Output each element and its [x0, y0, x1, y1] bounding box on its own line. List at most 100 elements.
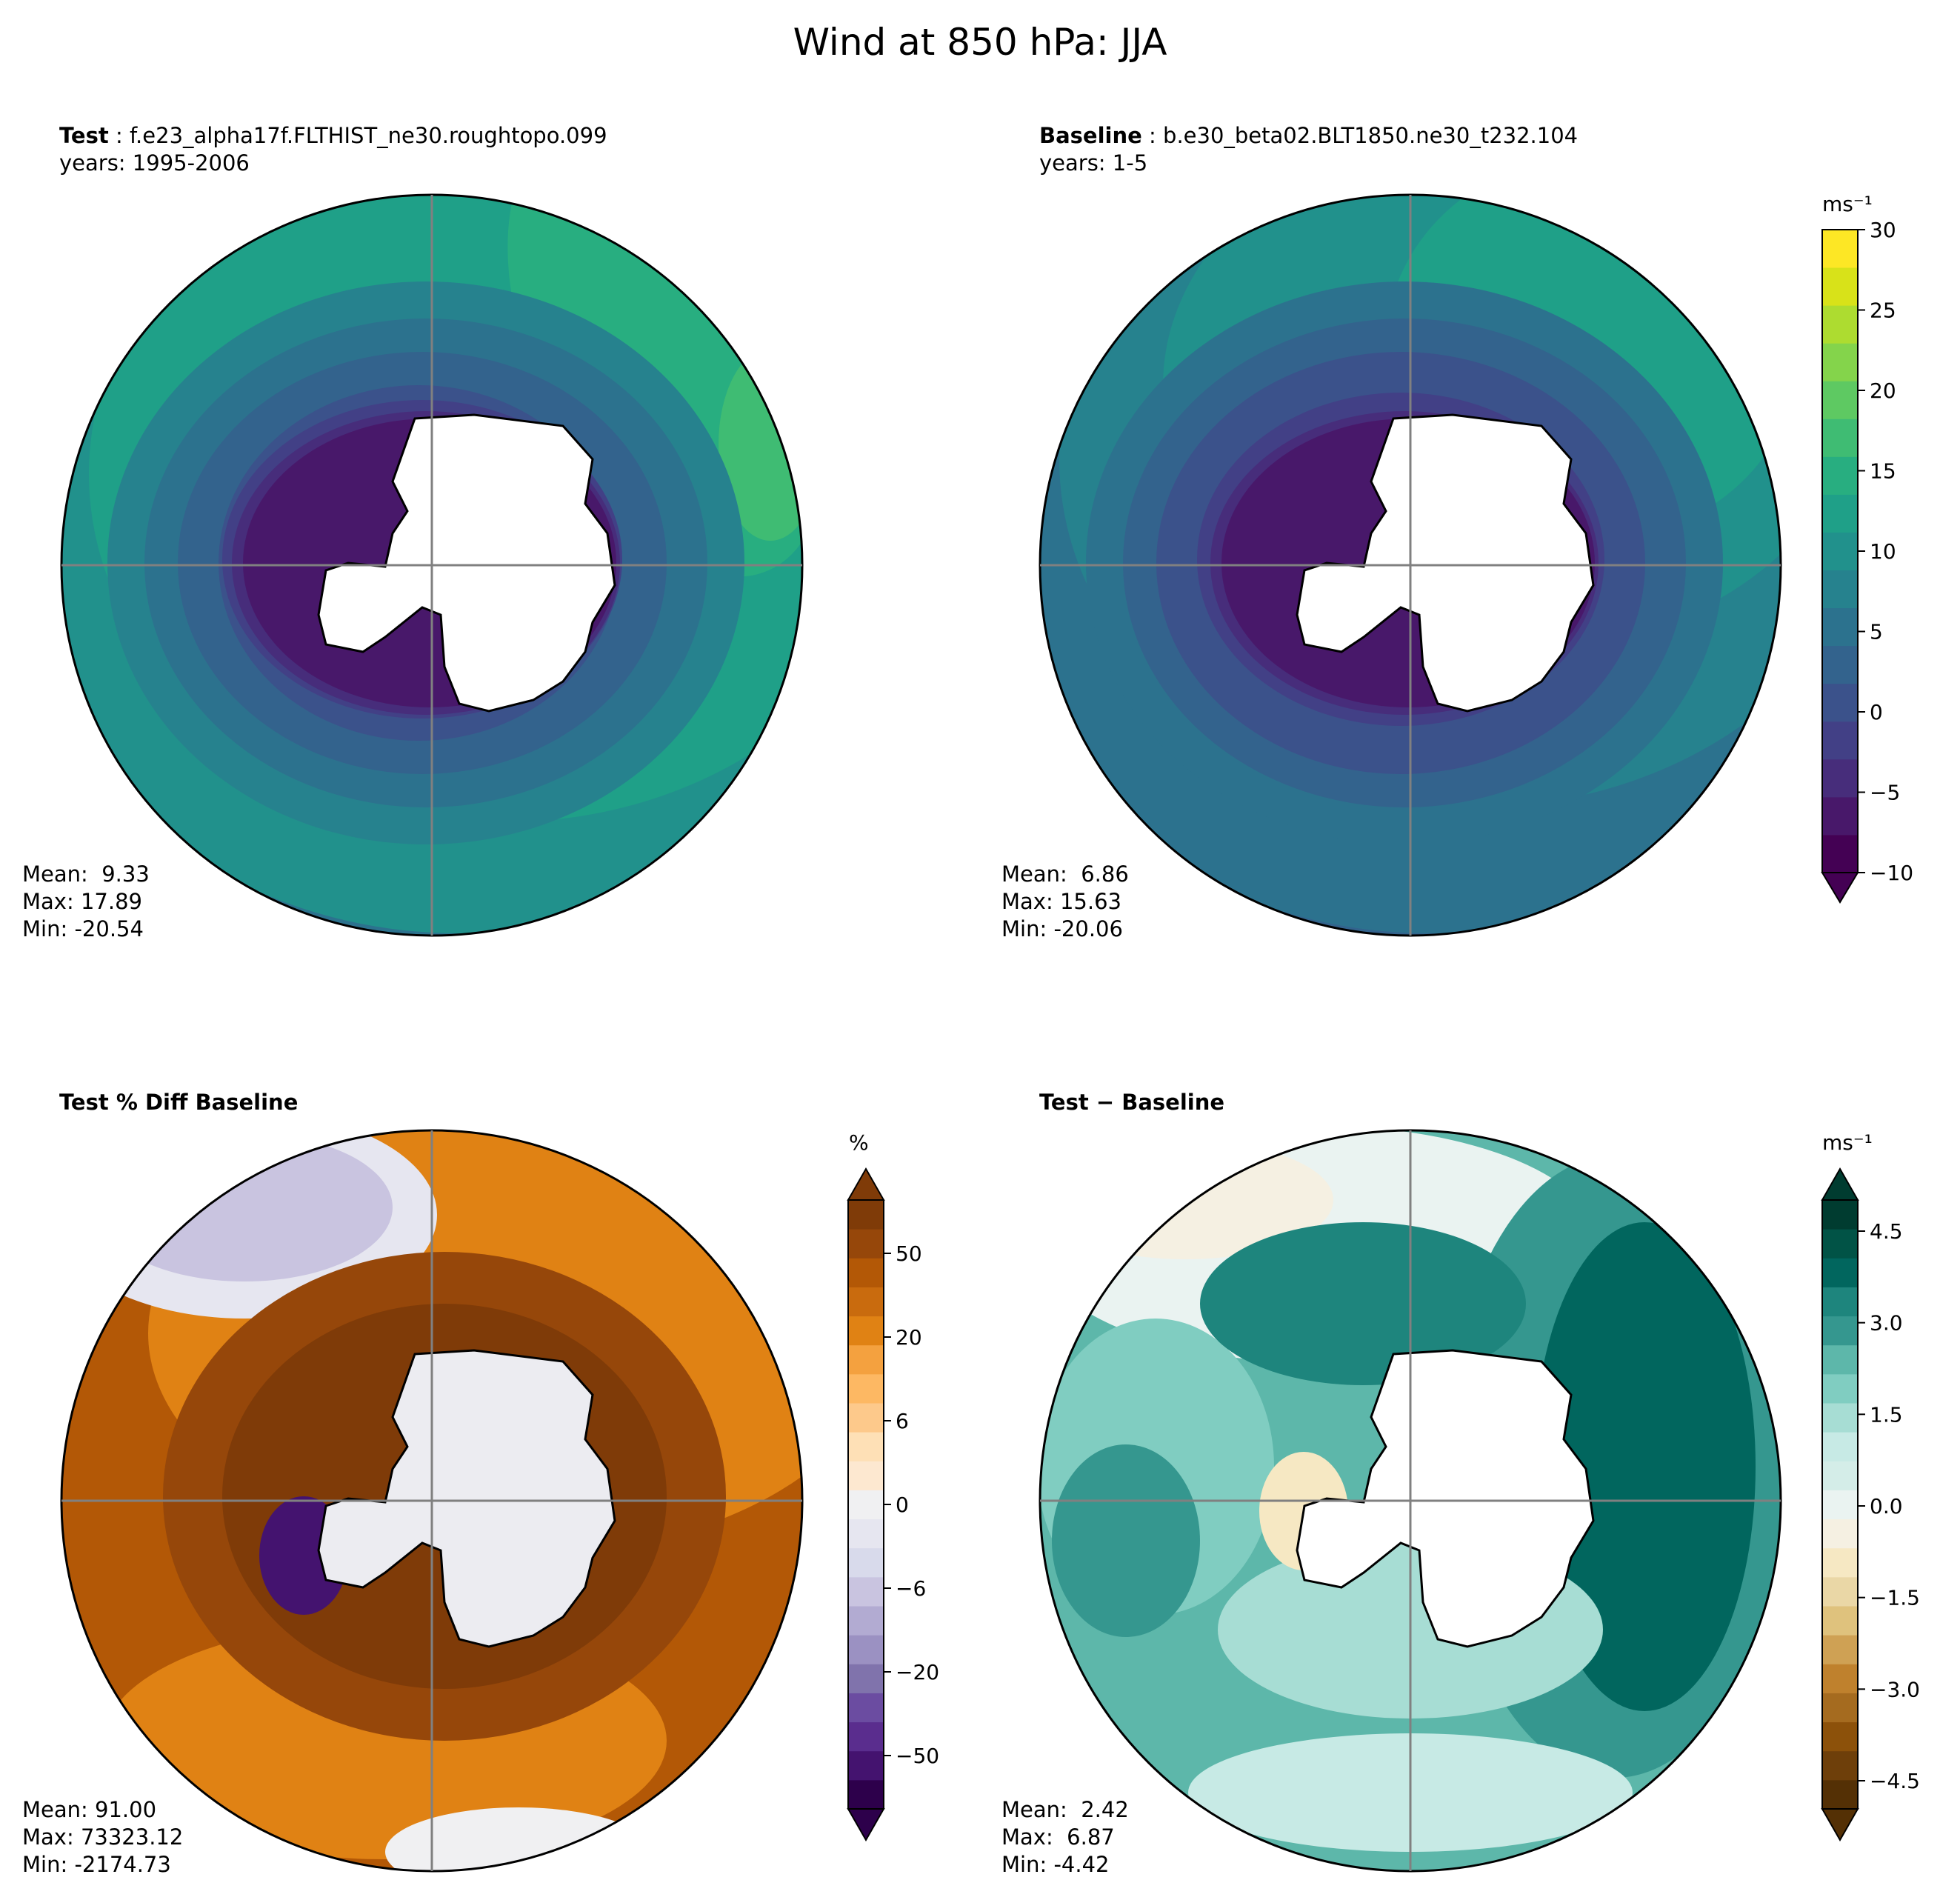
pct-colorbar-unit: % [849, 1130, 869, 1155]
test-stats: Mean: 9.33 Max: 17.89 Min: -20.54 [22, 861, 150, 943]
pct-colorbar-segment [848, 1606, 884, 1636]
pctdiff-map [60, 1129, 804, 1873]
pct-colorbar-segment [848, 1576, 884, 1607]
diff-colorbar-segment [1822, 1576, 1858, 1607]
wind-colorbar-segment [1822, 532, 1858, 571]
wind-colorbar-unit: ms⁻¹ [1822, 192, 1873, 216]
diff-colorbar: ms⁻¹ 4.5 3.0 1.5 0.0 −1.5 −3.0 −4.5 [1821, 1130, 1920, 1842]
test-years: years: 1995-2006 [59, 150, 250, 176]
test-case-name: f.e23_alpha17f.FLTHIST_ne30.roughtopo.09… [129, 123, 607, 148]
diff-colorbar-unit: ms⁻¹ [1822, 1130, 1873, 1155]
pct-colorbar-tick-label: 6 [896, 1409, 909, 1433]
pct-colorbar-segment [848, 1229, 884, 1259]
wind-colorbar-segment [1822, 230, 1858, 268]
baseline-wind-field [1040, 195, 1781, 936]
pct-colorbar-segment [848, 1373, 884, 1404]
pctdiff-panel-title: Test % Diff Baseline [59, 1089, 298, 1116]
pctdiff-stat-mean: Mean: 91.00 [22, 1797, 157, 1822]
pct-colorbar-segment [848, 1344, 884, 1375]
diff-colorbar-segment [1822, 1490, 1858, 1520]
test-stat-max: Max: 17.89 [22, 889, 142, 914]
pct-colorbar-segment [848, 1779, 884, 1810]
diff-colorbar-segment [1822, 1258, 1858, 1287]
pct-colorbar-tick-label: −20 [896, 1660, 939, 1684]
pct-colorbar-bottom-arrow [847, 1808, 885, 1842]
diff-colorbar-segment [1822, 1373, 1858, 1404]
diff-stat-min: Min: -4.42 [1001, 1852, 1110, 1877]
pct-colorbar-segment [848, 1258, 884, 1287]
baseline-case-name: b.e30_beta02.BLT1850.ne30_t232.104 [1163, 123, 1579, 148]
diff-colorbar-bottom-arrow [1821, 1808, 1859, 1842]
baseline-stat-mean: Mean: 6.86 [1001, 861, 1129, 887]
diff-colorbar-tick-label: 0.0 [1870, 1494, 1903, 1519]
diff-colorbar-segment [1822, 1461, 1858, 1490]
baseline-stat-min: Min: -20.06 [1001, 916, 1123, 941]
pct-colorbar-segment [848, 1750, 884, 1781]
pct-colorbar-tick-label: −6 [896, 1576, 926, 1601]
pctdiff-title-text: Test % Diff Baseline [59, 1090, 299, 1115]
wind-colorbar-tick-label: 0 [1870, 700, 1883, 724]
baseline-stats: Mean: 6.86 Max: 15.63 Min: -20.06 [1001, 861, 1129, 943]
pctdiff-field [61, 1130, 802, 1871]
pct-colorbar-segment [848, 1461, 884, 1490]
test-map [60, 193, 804, 937]
pct-colorbar-segment [848, 1664, 884, 1693]
wind-colorbar-tick-label: 5 [1870, 620, 1883, 644]
diff-colorbar-tick-label: 4.5 [1870, 1219, 1903, 1244]
diff-colorbar-segment [1822, 1344, 1858, 1375]
figure-title: Wind at 850 hPa: JJA [793, 21, 1167, 64]
diff-colorbar-segment [1822, 1664, 1858, 1693]
pct-colorbar-segment [848, 1519, 884, 1549]
diff-stat-mean: Mean: 2.42 [1001, 1797, 1129, 1822]
wind-colorbar-segment [1822, 607, 1858, 647]
wind-colorbar-segment [1822, 456, 1858, 495]
diff-colorbar-tick-label: 3.0 [1870, 1311, 1903, 1336]
wind-colorbar-tick-label: −10 [1870, 861, 1913, 885]
diff-colorbar-tick-label: −3.0 [1870, 1677, 1920, 1701]
pct-colorbar-tick-label: −50 [896, 1744, 939, 1768]
pct-colorbar-segment [848, 1635, 884, 1664]
pct-colorbar-top-arrow [847, 1167, 885, 1201]
pct-colorbar-segment [848, 1432, 884, 1461]
diff-colorbar-tick-label: −1.5 [1870, 1586, 1920, 1610]
pctdiff-stat-max: Max: 73323.12 [22, 1824, 184, 1850]
test-label: Test [59, 123, 109, 148]
wind-colorbar-tick-label: 20 [1870, 379, 1896, 403]
wind-colorbar-tick-label: 25 [1870, 299, 1896, 323]
diff-colorbar-segment [1822, 1779, 1858, 1810]
pct-colorbar: % 50 20 6 0 −6 −20 −50 [847, 1130, 939, 1842]
diff-stat-max: Max: 6.87 [1001, 1824, 1115, 1850]
pct-colorbar-segment [848, 1200, 884, 1230]
baseline-years: years: 1-5 [1039, 150, 1148, 176]
pct-colorbar-segment [848, 1287, 884, 1317]
diff-colorbar-segment [1822, 1547, 1858, 1578]
diff-colorbar-segment [1822, 1200, 1858, 1230]
diff-colorbar-segment [1822, 1693, 1858, 1723]
wind-colorbar-tick-label: 10 [1870, 539, 1896, 564]
diff-colorbar-segment [1822, 1721, 1858, 1752]
wind-colorbar-segment [1822, 834, 1858, 873]
diff-colorbar-segment [1822, 1635, 1858, 1664]
diff-map [1039, 1129, 1782, 1873]
pct-colorbar-segment [848, 1490, 884, 1520]
diff-stats: Mean: 2.42 Max: 6.87 Min: -4.42 [1001, 1796, 1129, 1879]
diff-colorbar-segment [1822, 1316, 1858, 1346]
wind-colorbar: ms⁻¹ 30 25 20 15 10 5 0 −5 −10 [1821, 192, 1913, 904]
pct-colorbar-segment [848, 1316, 884, 1346]
diff-colorbar-segment [1822, 1606, 1858, 1636]
diff-colorbar-segment [1822, 1432, 1858, 1461]
wind-colorbar-segment [1822, 267, 1858, 306]
wind-colorbar-segment [1822, 683, 1858, 722]
wind-colorbar-tick-label: 15 [1870, 459, 1896, 484]
baseline-panel-title: Baseline : b.e30_beta02.BLT1850.ne30_t23… [1039, 123, 1579, 176]
diff-colorbar-segment [1822, 1229, 1858, 1259]
test-stat-mean: Mean: 9.33 [22, 861, 150, 887]
wind-colorbar-segment [1822, 721, 1858, 760]
wind-colorbar-tick-label: −5 [1870, 781, 1900, 805]
diff-colorbar-segment [1822, 1519, 1858, 1549]
pct-colorbar-tick-label: 50 [896, 1241, 922, 1266]
diff-colorbar-segment [1822, 1403, 1858, 1433]
wind-colorbar-extend-arrow [1821, 872, 1859, 904]
baseline-map [1039, 193, 1782, 937]
wind-colorbar-segment [1822, 645, 1858, 684]
